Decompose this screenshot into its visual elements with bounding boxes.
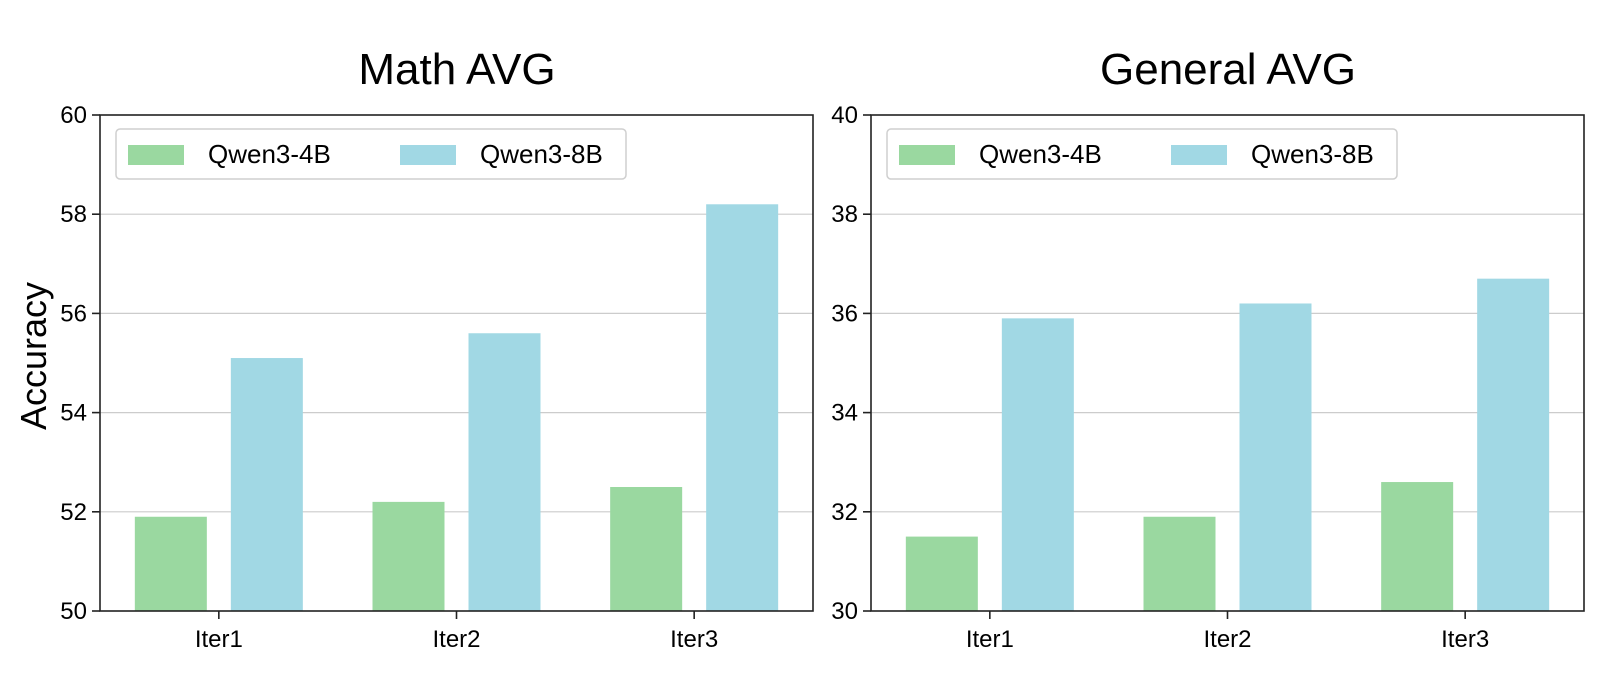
bar-qwen3-4b-iter2 bbox=[372, 501, 445, 611]
y-tick-label: 60 bbox=[60, 102, 87, 129]
y-tick-label: 50 bbox=[60, 598, 87, 625]
x-ticks: Iter1 Iter2 Iter3 bbox=[195, 611, 718, 653]
y-tick-label: 30 bbox=[831, 598, 858, 625]
x-tick-label: Iter1 bbox=[195, 626, 243, 653]
bars bbox=[905, 278, 1550, 611]
y-tick-label: 40 bbox=[831, 102, 858, 129]
legend: Qwen3-4B Qwen3-8B bbox=[115, 128, 627, 180]
y-ticks: 50 52 54 56 58 60 bbox=[60, 102, 100, 625]
y-tick-label: 38 bbox=[831, 201, 858, 228]
bar-qwen3-8b-iter3 bbox=[706, 204, 779, 611]
legend-label-qwen3-4b: Qwen3-4B bbox=[979, 139, 1102, 169]
chart-title: Math AVG bbox=[358, 45, 555, 94]
legend-swatch-qwen3-4b bbox=[899, 145, 955, 165]
legend-swatch-qwen3-4b bbox=[128, 145, 184, 165]
y-tick-label: 56 bbox=[60, 300, 87, 327]
bar-qwen3-4b-iter1 bbox=[905, 536, 978, 611]
x-ticks: Iter1 Iter2 Iter3 bbox=[966, 611, 1489, 653]
y-tick-label: 34 bbox=[831, 400, 858, 427]
legend-label-qwen3-4b: Qwen3-4B bbox=[208, 139, 331, 169]
y-tick-label: 54 bbox=[60, 400, 87, 427]
legend-swatch-qwen3-8b bbox=[400, 145, 456, 165]
bars bbox=[134, 204, 779, 611]
x-tick-label: Iter3 bbox=[1441, 626, 1489, 653]
general-avg-chart: General AVG 30 32 34 36 38 40 Iter1 Iter2 Iter3… bbox=[831, 45, 1585, 653]
chart-title: General AVG bbox=[1100, 45, 1356, 94]
y-tick-label: 32 bbox=[831, 499, 858, 526]
legend-box bbox=[115, 128, 627, 180]
y-ticks: 30 32 34 36 38 40 bbox=[831, 102, 871, 625]
x-tick-label: Iter3 bbox=[670, 626, 718, 653]
bar-qwen3-8b-iter2 bbox=[1239, 303, 1312, 611]
y-tick-label: 58 bbox=[60, 201, 87, 228]
y-tick-label: 36 bbox=[831, 300, 858, 327]
bar-qwen3-8b-iter3 bbox=[1477, 278, 1550, 611]
gridlines bbox=[871, 213, 1584, 513]
y-tick-label: 52 bbox=[60, 499, 87, 526]
legend-label-qwen3-8b: Qwen3-8B bbox=[1251, 139, 1374, 169]
x-tick-label: Iter1 bbox=[966, 626, 1014, 653]
bar-qwen3-4b-iter3 bbox=[1381, 482, 1454, 611]
plot-frame bbox=[99, 114, 814, 612]
legend: Qwen3-4B Qwen3-8B bbox=[886, 128, 1398, 180]
legend-label-qwen3-8b: Qwen3-8B bbox=[480, 139, 603, 169]
bar-qwen3-4b-iter2 bbox=[1143, 516, 1216, 611]
bar-qwen3-8b-iter1 bbox=[230, 358, 303, 611]
x-tick-label: Iter2 bbox=[432, 626, 480, 653]
y-axis-label: Accuracy bbox=[13, 282, 54, 430]
x-tick-label: Iter2 bbox=[1203, 626, 1251, 653]
legend-swatch-qwen3-8b bbox=[1171, 145, 1227, 165]
gridlines bbox=[100, 213, 813, 513]
bar-qwen3-4b-iter3 bbox=[610, 487, 683, 611]
bar-qwen3-8b-iter2 bbox=[468, 333, 541, 611]
bar-qwen3-4b-iter1 bbox=[134, 516, 207, 611]
plot-frame bbox=[870, 114, 1585, 612]
bar-qwen3-8b-iter1 bbox=[1001, 318, 1074, 611]
legend-box bbox=[886, 128, 1398, 180]
